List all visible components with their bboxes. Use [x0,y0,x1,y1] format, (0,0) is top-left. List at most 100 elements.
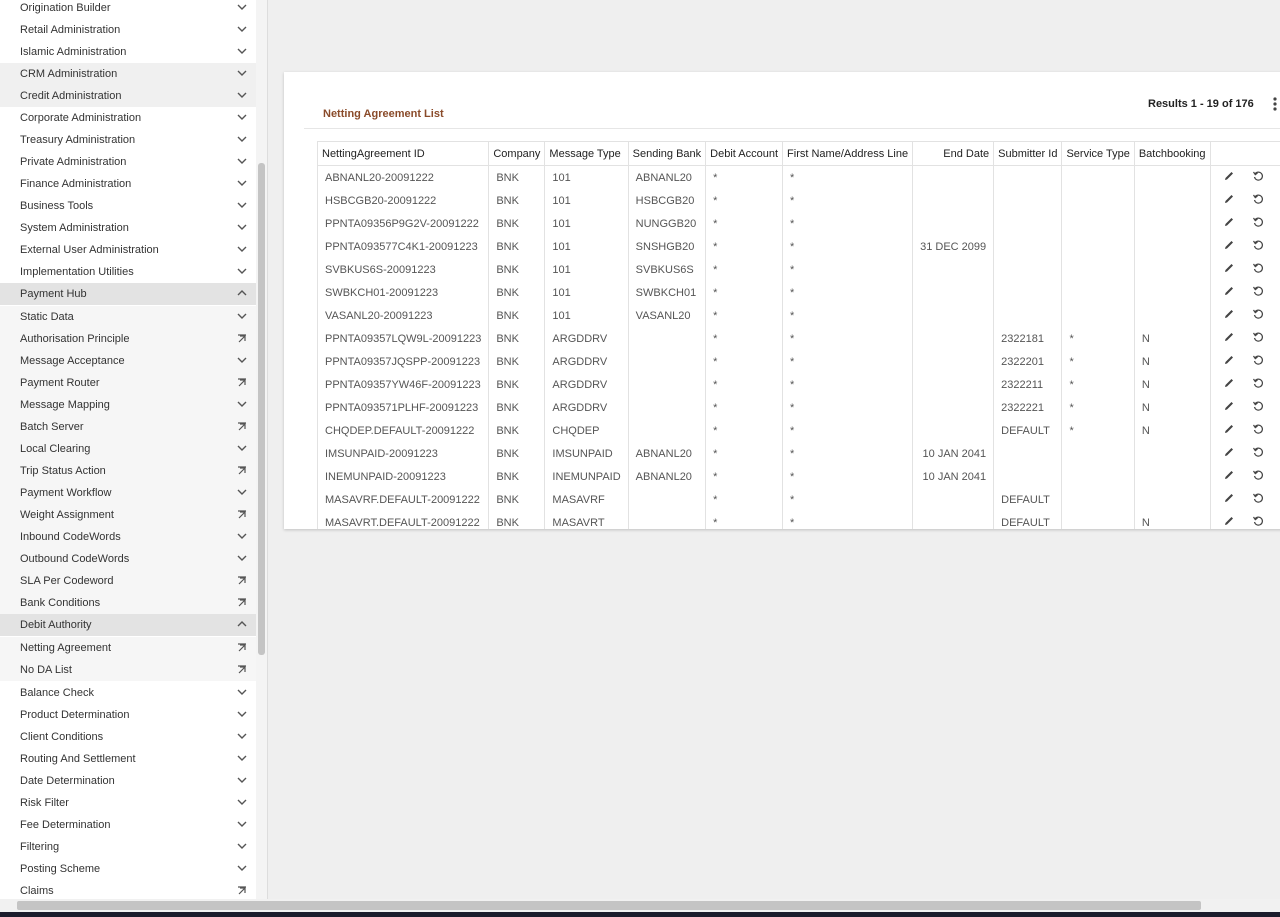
menu-item[interactable]: Trip Status Action [0,460,256,482]
menu-item[interactable]: Implementation Utilities [0,261,256,283]
menu-item[interactable]: Local Clearing [0,438,256,460]
menu-item[interactable]: CRM Administration [0,63,256,85]
scrollbar-thumb[interactable] [258,163,265,655]
reverse-icon[interactable] [1252,469,1264,481]
menu-label: Payment Router [20,377,100,389]
reverse-icon[interactable] [1252,377,1264,389]
menu-item[interactable]: SLA Per Codeword [0,570,256,592]
table-cell [1061,235,1135,258]
menu-item[interactable]: Treasury Administration [0,129,256,151]
reverse-icon[interactable] [1252,400,1264,412]
menu-item[interactable]: Risk Filter [0,792,256,814]
edit-icon[interactable] [1223,515,1235,527]
table-cell: IMSUNPAID [544,442,629,465]
column-header[interactable]: Sending Bank [627,141,707,166]
menu-icon [237,48,247,54]
table-cell [1061,442,1135,465]
column-header[interactable]: First Name/Address Line [782,141,914,166]
edit-icon[interactable] [1223,492,1235,504]
edit-icon[interactable] [1223,285,1235,297]
menu-item[interactable]: Private Administration [0,151,256,173]
menu-item[interactable]: Origination Builder [0,0,256,19]
edit-icon[interactable] [1223,331,1235,343]
table-cell [912,419,995,442]
menu-item[interactable]: Debit Authority [0,614,256,636]
menu-item[interactable]: System Administration [0,217,256,239]
column-header[interactable]: Batchbooking [1133,141,1211,166]
menu-item[interactable]: Weight Assignment [0,504,256,526]
menu-item[interactable]: Fee Determination [0,814,256,836]
edit-icon[interactable] [1223,423,1235,435]
menu-item[interactable]: Filtering [0,836,256,858]
menu-item[interactable]: Static Data [0,306,256,328]
reverse-icon[interactable] [1252,331,1264,343]
menu-item[interactable]: Routing And Settlement [0,748,256,770]
edit-icon[interactable] [1223,469,1235,481]
menu-item[interactable]: Business Tools [0,195,256,217]
menu-item[interactable]: Authorisation Principle [0,328,256,350]
menu-item[interactable]: Inbound CodeWords [0,526,256,548]
menu-item[interactable]: Credit Administration [0,85,256,107]
edit-icon[interactable] [1223,239,1235,251]
column-header[interactable]: Service Type [1061,141,1135,166]
reverse-icon[interactable] [1252,515,1264,527]
reverse-icon[interactable] [1252,423,1264,435]
edit-icon[interactable] [1223,170,1235,182]
reverse-icon[interactable] [1252,285,1264,297]
menu-item[interactable]: Islamic Administration [0,41,256,63]
menu-item[interactable]: Payment Workflow [0,482,256,504]
menu-item[interactable]: Netting Agreement [0,637,256,659]
edit-icon[interactable] [1223,446,1235,458]
menu-item[interactable]: Finance Administration [0,173,256,195]
menu-item[interactable]: Posting Scheme [0,858,256,880]
reverse-icon[interactable] [1252,170,1264,182]
menu-icon [237,533,247,539]
reverse-icon[interactable] [1252,308,1264,320]
menu-item[interactable]: Claims [0,880,256,899]
column-header[interactable]: Submitter Id [993,141,1063,166]
reverse-icon[interactable] [1252,262,1264,274]
column-header[interactable]: Company [488,141,546,166]
table-row: INEMUNPAID-20091223 BNK INEMUNPAID ABNANL20… [316,465,1280,488]
edit-icon[interactable] [1223,193,1235,205]
edit-icon[interactable] [1223,308,1235,320]
edit-icon[interactable] [1223,354,1235,366]
table-cell: PPNTA093577C4K1-20091223 [316,235,490,258]
reverse-icon[interactable] [1252,216,1264,228]
menu-item[interactable]: Corporate Administration [0,107,256,129]
table-cell [993,165,1063,189]
table-cell: BNK [488,189,546,212]
reverse-icon[interactable] [1252,492,1264,504]
column-header[interactable]: End Date [912,141,995,166]
edit-icon[interactable] [1223,377,1235,389]
menu-item[interactable]: Outbound CodeWords [0,548,256,570]
column-header[interactable]: NettingAgreement ID [316,141,490,166]
menu-item[interactable]: Balance Check [0,682,256,704]
menu-item[interactable]: External User Administration [0,239,256,261]
table-cell: SVBKUS6S [627,258,707,281]
menu-item[interactable]: No DA List [0,659,256,681]
table-cell: * [782,396,914,419]
reverse-icon[interactable] [1252,446,1264,458]
edit-icon[interactable] [1223,262,1235,274]
menu-item[interactable]: Message Acceptance [0,350,256,372]
menu-item[interactable]: Date Determination [0,770,256,792]
reverse-icon[interactable] [1252,193,1264,205]
column-header[interactable]: Debit Account [705,141,784,166]
menu-item[interactable]: Payment Router [0,372,256,394]
menu-item[interactable]: Client Conditions [0,726,256,748]
column-header[interactable]: Message Type [544,141,629,166]
table-row: CHQDEP.DEFAULT-20091222 BNK CHQDEP * * DEFAUL… [316,419,1280,442]
menu-item[interactable]: Batch Server [0,416,256,438]
menu-item[interactable]: Product Determination [0,704,256,726]
reverse-icon[interactable] [1252,354,1264,366]
scrollbar-thumb[interactable] [17,901,1201,910]
menu-button[interactable] [1272,96,1278,112]
menu-item[interactable]: Payment Hub [0,283,256,305]
menu-item[interactable]: Bank Conditions [0,592,256,614]
reverse-icon[interactable] [1252,239,1264,251]
edit-icon[interactable] [1223,216,1235,228]
menu-item[interactable]: Message Mapping [0,394,256,416]
menu-item[interactable]: Retail Administration [0,19,256,41]
edit-icon[interactable] [1223,400,1235,412]
